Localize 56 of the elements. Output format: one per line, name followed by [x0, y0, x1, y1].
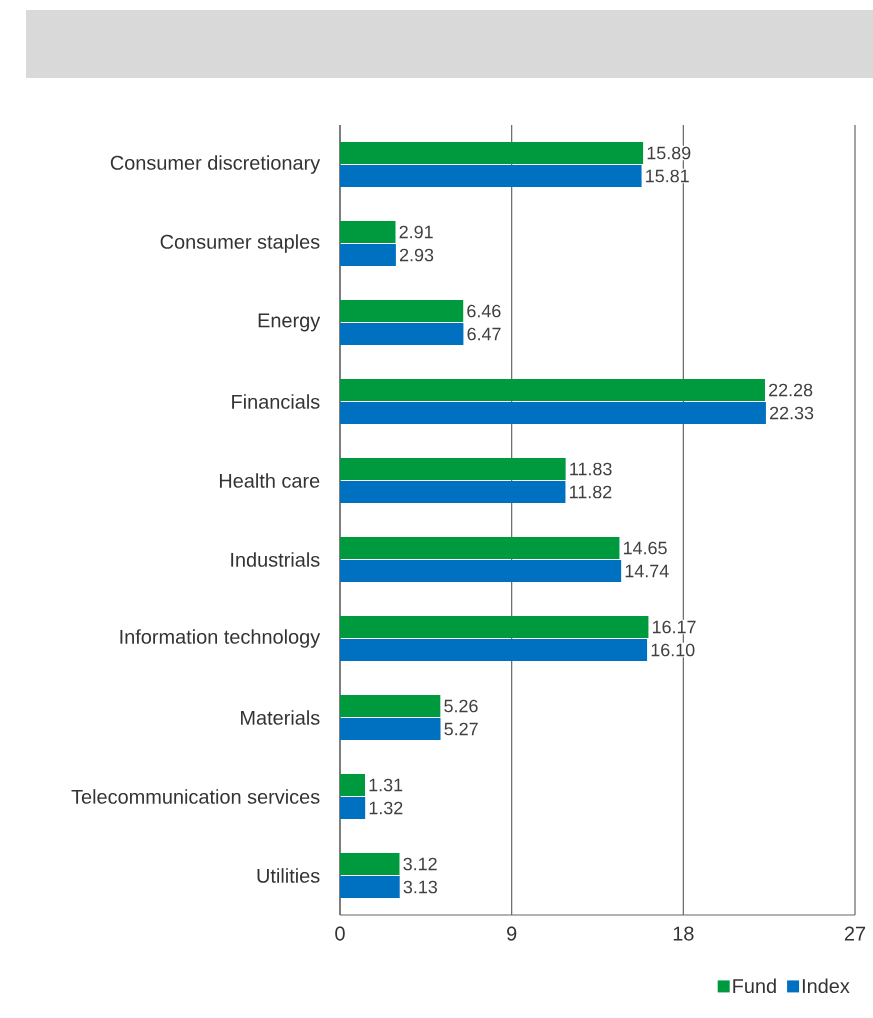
bar [340, 797, 366, 820]
bar [340, 142, 644, 165]
y-tick-label: Information technology [120, 629, 321, 648]
y-tick-label: Consumer staples [160, 234, 320, 253]
bar [340, 560, 622, 583]
data-label: 1.31 [369, 778, 403, 792]
data-label: 11.82 [570, 485, 612, 499]
bar [340, 402, 766, 425]
bar [340, 537, 620, 560]
bar [340, 616, 649, 639]
bar [340, 300, 464, 323]
y-tick-label: Consumer discretionary [110, 155, 321, 174]
data-label: 3.12 [403, 857, 437, 871]
x-tick-label: 9 [507, 926, 517, 941]
bar [340, 379, 765, 402]
y-tick-label: Financials [232, 394, 320, 409]
data-label: 6.46 [467, 304, 501, 318]
data-label: 15.81 [646, 169, 689, 183]
data-label: 22.28 [769, 383, 813, 397]
y-tick-label: Health care [219, 473, 320, 488]
x-tick-label: 18 [673, 926, 694, 941]
bar [340, 458, 566, 481]
legend-label: Fund [733, 978, 776, 994]
data-label: 3.13 [403, 880, 438, 894]
data-label: 5.26 [444, 699, 478, 713]
bar [340, 876, 400, 899]
bar [340, 639, 648, 662]
bar [340, 165, 642, 188]
bar [340, 695, 441, 718]
y-tick-label: Energy [258, 313, 321, 332]
bar [340, 774, 365, 797]
data-label: 1.32 [369, 801, 403, 815]
x-tick-label: 27 [844, 926, 866, 941]
bar [340, 853, 400, 876]
legend-label: Index [802, 978, 850, 994]
y-tick-label: Materials [241, 710, 320, 725]
y-tick-label: Telecommunication services [71, 789, 320, 804]
bar [340, 718, 441, 741]
data-label: 14.74 [625, 564, 669, 578]
data-label: 16.17 [652, 620, 696, 634]
data-label: 14.65 [624, 541, 667, 555]
bar [340, 221, 396, 244]
data-label: 11.83 [570, 462, 612, 476]
bar [340, 323, 464, 346]
x-tick-label: 0 [335, 926, 345, 941]
data-label: 2.93 [399, 248, 434, 262]
y-tick-label: Industrials [231, 552, 320, 567]
data-label: 2.91 [399, 225, 433, 239]
bar [340, 481, 566, 504]
data-label: 16.10 [651, 643, 695, 657]
data-label: 15.89 [647, 146, 691, 160]
data-label: 6.47 [467, 327, 501, 341]
y-tick-label: Utilities [257, 868, 320, 883]
data-label: 5.27 [444, 722, 478, 736]
bar [340, 244, 396, 267]
data-label: 22.33 [770, 406, 814, 420]
